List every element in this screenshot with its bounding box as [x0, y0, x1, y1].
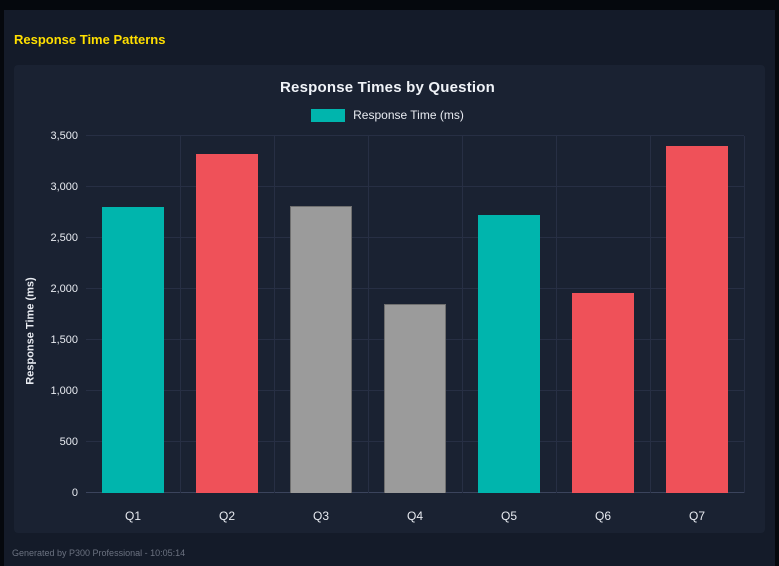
gridline-vertical — [180, 136, 181, 493]
legend-label: Response Time (ms) — [353, 108, 464, 122]
y-tick-label: 3,000 — [50, 181, 78, 193]
gridline-vertical — [556, 136, 557, 493]
y-axis-title-text: Response Time (ms) — [25, 277, 38, 385]
bar-q7[interactable] — [665, 146, 728, 493]
bar-q6[interactable] — [571, 293, 634, 493]
gridline-vertical — [274, 136, 275, 493]
bar-q2[interactable] — [195, 154, 258, 493]
gridline-horizontal — [86, 135, 744, 136]
gridline-vertical — [462, 136, 463, 493]
chart-region: Response Time (ms) 0 500 1,000 1,500 2,000 2,… — [20, 130, 755, 526]
y-tick-label: 2,000 — [50, 283, 78, 296]
y-tick-label: 0 — [71, 487, 78, 499]
x-tick-label: Q2 — [218, 509, 235, 523]
legend-swatch-icon — [311, 108, 346, 122]
plot-area: Q1 Q2 Q3 Q4 Q5 Q6 Q7 — [86, 135, 745, 523]
y-tick-label: 1,500 — [50, 334, 78, 346]
x-tick-label: Q1 — [124, 509, 141, 523]
x-tick-label: Q7 — [688, 509, 705, 523]
gridline-vertical — [650, 136, 651, 493]
gridline-horizontal — [86, 237, 744, 238]
gridline-vertical — [368, 136, 369, 493]
bar-q4[interactable] — [383, 304, 446, 493]
footer-text: Generated by P300 Professional - 10:05:1… — [12, 548, 186, 558]
x-tick-label: Q6 — [594, 509, 611, 523]
gridline-horizontal — [86, 186, 744, 187]
bar-q3[interactable] — [289, 206, 352, 493]
chart-card: Response Times by Question Response Time… — [14, 65, 765, 533]
bar-q5[interactable] — [477, 214, 540, 493]
page-content: Response Time Patterns Response Times by… — [4, 10, 775, 566]
x-tick-label: Q3 — [312, 509, 329, 523]
bar-q1[interactable] — [101, 207, 164, 493]
y-tick-label: 1,000 — [50, 385, 78, 398]
chart-title: Response Times by Question — [280, 79, 495, 96]
gridline-horizontal — [86, 288, 744, 289]
y-tick-label: 500 — [59, 436, 78, 449]
x-tick-label: Q5 — [500, 509, 517, 523]
y-axis-ticks: 0 500 1,000 1,500 2,000 2,500 3,000 3,500 — [42, 130, 86, 499]
y-tick-label: 3,500 — [50, 130, 78, 142]
y-axis-title: Response Time (ms) — [20, 136, 42, 526]
chart-legend[interactable]: Response Time (ms) — [20, 108, 755, 122]
page-title: Response Time Patterns — [14, 32, 166, 47]
y-tick-label: 2,500 — [50, 232, 78, 244]
x-tick-label: Q4 — [406, 509, 423, 523]
